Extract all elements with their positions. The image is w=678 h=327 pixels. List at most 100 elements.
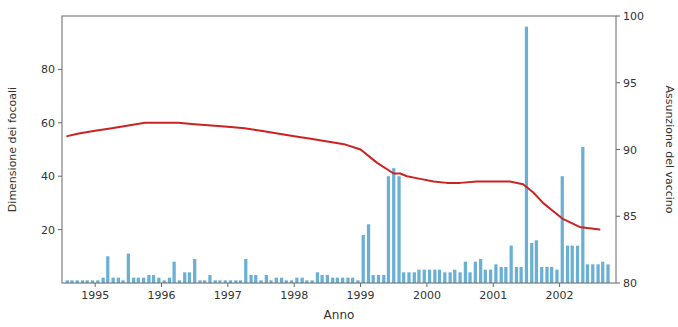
bar: [545, 267, 548, 283]
bar: [458, 272, 461, 283]
bar: [417, 270, 420, 283]
line: [67, 123, 599, 230]
bar: [428, 270, 431, 283]
bar: [351, 278, 354, 283]
bar: [147, 275, 150, 283]
y2-tick: [616, 149, 620, 150]
bar: [106, 256, 109, 283]
bar: [591, 264, 594, 283]
bar: [208, 275, 211, 283]
bar: [519, 267, 522, 283]
bar: [341, 278, 344, 283]
y2-tick-label: 80: [623, 277, 637, 290]
bar: [301, 278, 304, 283]
bar: [275, 278, 278, 283]
bar: [244, 259, 247, 283]
bar: [132, 278, 135, 283]
y-tick-label: 60: [41, 117, 55, 130]
bar: [438, 270, 441, 283]
bar: [484, 270, 487, 283]
y2-axis-label: Assunzione del vaccino: [663, 85, 676, 213]
y2-tick: [616, 16, 620, 17]
bar: [468, 272, 471, 283]
bar: [346, 278, 349, 283]
x-tick-label: 1997: [214, 289, 242, 302]
bar: [249, 275, 252, 283]
bar: [504, 267, 507, 283]
bar: [596, 264, 599, 283]
bar: [326, 275, 329, 283]
bar: [515, 267, 518, 283]
x-tick-label: 1996: [148, 289, 176, 302]
x-tick: [161, 283, 162, 287]
x-tick: [559, 283, 560, 287]
bar: [336, 278, 339, 283]
bar: [510, 246, 513, 283]
x-tick: [426, 283, 427, 287]
bar: [413, 272, 416, 283]
bar: [571, 246, 574, 283]
bar: [464, 262, 467, 283]
bar: [402, 272, 405, 283]
bar: [530, 243, 533, 283]
bar: [423, 270, 426, 283]
x-tick-label: 1999: [347, 289, 375, 302]
y2-tick-label: 95: [623, 77, 637, 90]
bar: [372, 275, 375, 283]
y-tick-label: 80: [41, 63, 55, 76]
x-tick-label: 2002: [546, 289, 574, 302]
bar: [494, 264, 497, 283]
bar: [500, 267, 503, 283]
y-tick-label: 20: [41, 224, 55, 237]
y-tick: [58, 69, 62, 70]
bar: [193, 259, 196, 283]
y-tick: [58, 122, 62, 123]
bar: [168, 278, 171, 283]
bar: [188, 272, 191, 283]
bar: [152, 275, 155, 283]
bar: [397, 176, 400, 283]
bar: [392, 168, 395, 283]
bar: [102, 278, 105, 283]
bar: [453, 270, 456, 283]
y2-tick: [616, 216, 620, 217]
y-tick: [58, 229, 62, 230]
bar: [479, 259, 482, 283]
bar: [280, 278, 283, 283]
y2-tick: [616, 283, 620, 284]
x-axis-label: Anno: [324, 308, 355, 322]
bar: [566, 246, 569, 283]
y2-tick: [616, 82, 620, 83]
x-tick-label: 1998: [280, 289, 308, 302]
x-tick-label: 2000: [413, 289, 441, 302]
bar: [525, 27, 528, 283]
bar: [320, 275, 323, 283]
y2-tick-label: 85: [623, 210, 637, 223]
bar: [265, 275, 268, 283]
bar: [535, 240, 538, 283]
bar: [576, 246, 579, 283]
x-tick: [294, 283, 295, 287]
plot-area: [66, 27, 610, 283]
bar: [601, 262, 604, 283]
bar: [550, 267, 553, 283]
bar: [117, 278, 120, 283]
bar: [586, 264, 589, 283]
x-tick: [95, 283, 96, 287]
bar: [433, 270, 436, 283]
bar: [606, 264, 609, 283]
bar: [581, 147, 584, 283]
y2-tick-label: 90: [623, 144, 637, 157]
y-axis-label: Dimensione dei focoali: [6, 87, 19, 212]
bar: [555, 270, 558, 283]
bar: [387, 176, 390, 283]
bar: [157, 278, 160, 283]
bar: [540, 267, 543, 283]
x-tick: [360, 283, 361, 287]
bar: [474, 262, 477, 283]
bar: [295, 278, 298, 283]
bar: [183, 272, 186, 283]
bar: [173, 262, 176, 283]
x-tick-label: 2001: [479, 289, 507, 302]
y-tick: [58, 176, 62, 177]
